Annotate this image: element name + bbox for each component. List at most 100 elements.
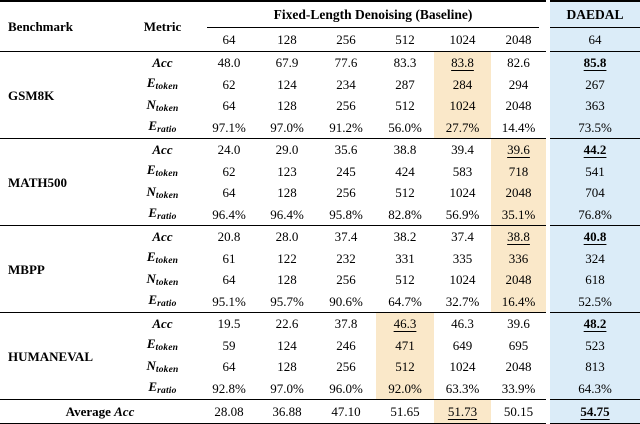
value-cell: 29.0 xyxy=(275,142,299,158)
value-cell: 424 xyxy=(395,163,415,179)
daedal-best-value: 40.8 xyxy=(583,229,607,245)
metric-subscript: token xyxy=(155,103,179,114)
benchmark-label: GSM8K xyxy=(8,87,55,103)
value-cell: 2048 xyxy=(491,269,549,291)
value-cell: 19.5 xyxy=(217,316,241,332)
value-cell: 324 xyxy=(546,247,640,269)
value-cell: 95.8% xyxy=(329,206,363,222)
value-cell: 335 xyxy=(452,250,473,266)
col-header-size: 2048 xyxy=(505,32,532,47)
value-cell: 51.65 xyxy=(390,404,420,419)
metric-subscript: ratio xyxy=(157,386,177,396)
average-row: Average Acc 28.08 36.88 47.10 51.65 51.73 50.1… xyxy=(0,399,640,424)
value-cell: 37.4 xyxy=(451,229,474,245)
value-cell: 76.8% xyxy=(546,203,640,226)
value-cell: 96.0% xyxy=(329,380,363,396)
table-row: Eratio 92.8% 97.0% 96.0% 92.0% 63.3% 33.9% 64.3… xyxy=(0,377,640,400)
metric-label: Etoken xyxy=(125,248,200,270)
value-cell: 77.6 xyxy=(334,55,358,71)
metric-symbol: E xyxy=(146,162,156,177)
value-cell: 48.2 xyxy=(546,312,640,335)
table-row: Etoken 62 123 245 424 583 718 541 xyxy=(0,160,640,183)
metric-symbol: Acc xyxy=(152,142,173,158)
table-row: Etoken 61 122 232 331 335 336 324 xyxy=(0,247,640,270)
value-cell: 46.3 xyxy=(451,316,474,332)
col-header-size: 512 xyxy=(395,32,415,47)
col-header-size: 128 xyxy=(277,32,297,47)
benchmark-section-gsm8k: GSM8K Acc 48.0 67.9 77.6 83.3 83.8 82.6 85.8 Etok… xyxy=(0,51,640,139)
value-cell: 123 xyxy=(277,163,297,179)
value-cell: 618 xyxy=(546,269,640,291)
value-cell: 47.10 xyxy=(331,404,361,419)
value-cell: 62 xyxy=(222,76,236,92)
metric-label: Acc xyxy=(125,52,200,74)
value-cell: 24.0 xyxy=(217,142,241,158)
metric-symbol: N xyxy=(146,270,156,286)
metric-subscript: token xyxy=(155,364,179,375)
value-cell: 22.6 xyxy=(275,316,299,332)
benchmark-label: MBPP xyxy=(8,261,45,277)
table-row: Ntoken 64 128 256 512 1024 2048 813 xyxy=(0,356,640,378)
table-row: HUMANEVAL Acc 19.5 22.6 37.8 46.3 46.3 39.6 48.2 xyxy=(0,312,640,363)
metric-symbol: N xyxy=(146,183,156,199)
value-cell: 2048 xyxy=(491,182,549,204)
value-cell: 1024 xyxy=(449,272,476,288)
benchmark-label: MATH500 xyxy=(8,174,67,190)
value-cell: 16.4% xyxy=(491,290,549,313)
value-cell: 39.6 xyxy=(507,316,530,332)
value-cell: 28.0 xyxy=(275,229,299,245)
daedal-best-value: 48.2 xyxy=(583,316,607,332)
value-cell: 1024 xyxy=(434,95,491,117)
average-label: Average Acc xyxy=(0,400,200,424)
table-row: GSM8K Acc 48.0 67.9 77.6 83.3 83.8 82.6 85.8 xyxy=(0,51,640,102)
metric-subscript: token xyxy=(155,82,179,92)
col-header-size: 256 xyxy=(336,32,356,47)
value-cell: 83.3 xyxy=(393,55,417,71)
value-cell: 54.75 xyxy=(546,399,640,424)
value-cell: 95.7% xyxy=(270,293,304,309)
average-label-text: Average xyxy=(65,404,115,419)
benchmark-section-math500: MATH500 Acc 24.0 29.0 35.6 38.8 39.4 39.6 44.2 Et… xyxy=(0,138,640,226)
value-cell: 27.7% xyxy=(434,116,491,139)
group-header-baseline: Fixed-Length Denoising (Baseline) xyxy=(200,1,549,28)
value-cell: 512 xyxy=(395,185,415,201)
benchmark-label: HUMANEVAL xyxy=(8,348,93,364)
value-cell: 95.1% xyxy=(212,293,246,309)
metric-symbol: E xyxy=(148,118,158,133)
value-cell: 128 xyxy=(277,272,297,288)
average-label-metric: Acc xyxy=(114,404,135,419)
table-row: MBPP Acc 20.8 28.0 37.4 38.2 37.4 38.8 40.8 xyxy=(0,225,640,276)
value-cell: 48.0 xyxy=(217,55,241,71)
value-cell: 83.8 xyxy=(434,51,491,74)
col-header-size: 1024 xyxy=(449,32,476,47)
metric-subscript: token xyxy=(155,256,179,266)
table-row: MATH500 Acc 24.0 29.0 35.6 38.8 39.4 39.6 44.2 xyxy=(0,138,640,189)
metric-symbol: E xyxy=(148,205,158,220)
metric-label: Etoken xyxy=(125,161,200,183)
metric-label: Eratio xyxy=(125,204,200,226)
value-cell: 20.8 xyxy=(217,229,241,245)
col-header-benchmark: Benchmark xyxy=(8,19,73,34)
value-cell: 128 xyxy=(277,185,297,201)
table-row: Ntoken 64 128 256 512 1024 2048 363 xyxy=(0,95,640,117)
value-cell: 97.1% xyxy=(212,119,246,135)
metric-symbol: E xyxy=(146,336,156,351)
value-cell: 704 xyxy=(546,182,640,204)
value-cell: 128 xyxy=(277,98,297,114)
value-cell: 1024 xyxy=(449,359,476,375)
value-cell: 245 xyxy=(336,163,356,179)
metric-label: Eratio xyxy=(125,378,200,400)
metric-subscript: token xyxy=(155,190,179,201)
value-cell: 56.9% xyxy=(445,206,480,222)
value-cell: 52.5% xyxy=(546,290,640,313)
metric-symbol: E xyxy=(148,379,158,394)
metric-label: Etoken xyxy=(125,335,200,357)
value-cell: 246 xyxy=(336,337,356,353)
value-cell: 256 xyxy=(336,359,356,375)
value-cell: 541 xyxy=(546,160,640,182)
value-cell: 39.4 xyxy=(451,142,474,158)
metric-symbol: E xyxy=(146,75,156,90)
value-cell: 90.6% xyxy=(329,293,363,309)
